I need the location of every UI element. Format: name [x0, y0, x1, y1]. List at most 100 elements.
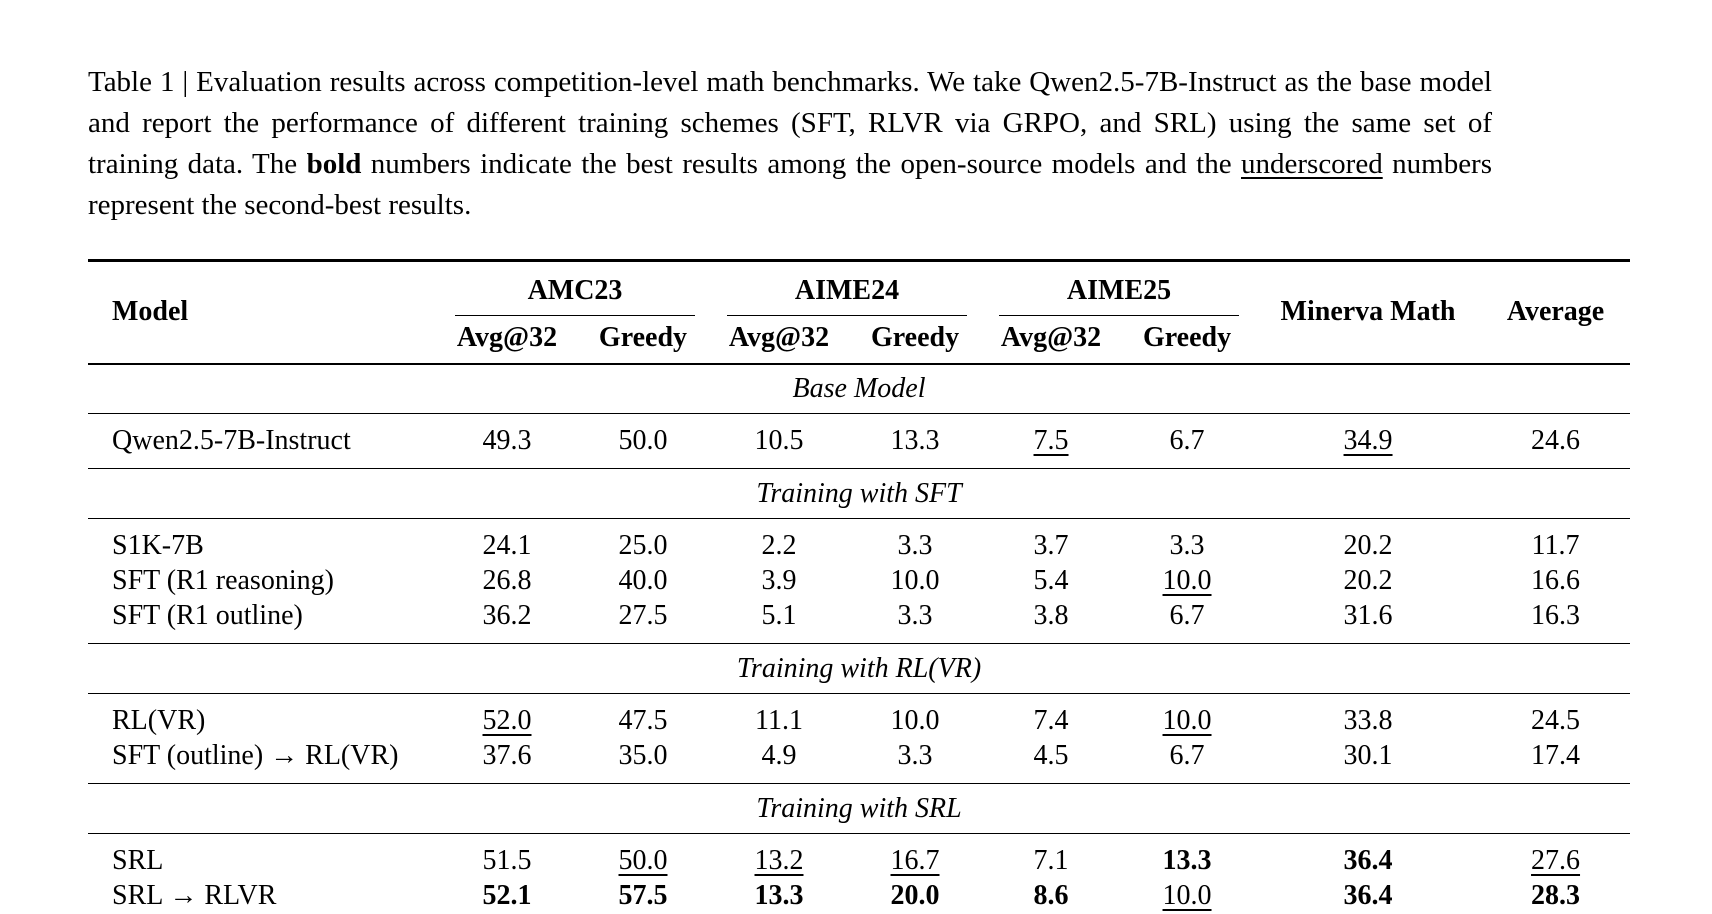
- metric-cell: 57.5: [618, 880, 668, 911]
- metric-cell: 51.5: [482, 845, 532, 876]
- metric-cell: 31.6: [1343, 600, 1393, 631]
- group-label-aime25: AIME25: [1066, 274, 1172, 306]
- metric-cell: 6.7: [1169, 425, 1205, 456]
- metric-cell: 25.0: [618, 530, 668, 561]
- metric-cell: 3.3: [897, 600, 933, 631]
- metric-cell: 6.7: [1169, 600, 1205, 631]
- metric-cell: 35.0: [618, 740, 668, 771]
- metric-cell: 2.2: [761, 530, 797, 561]
- metric-cell: 16.6: [1531, 565, 1581, 596]
- caption-text-2: numbers indicate the best results among …: [361, 148, 1241, 180]
- metric-cell: 20.2: [1343, 530, 1393, 561]
- metric-cell: 36.2: [482, 600, 532, 631]
- metric-cell: 5.4: [1033, 565, 1069, 596]
- cmidrule-aime24: [727, 314, 968, 316]
- metric-cell: 40.0: [618, 565, 668, 596]
- metric-cell: 10.0: [890, 705, 940, 736]
- metric-cell: 10.5: [754, 425, 804, 456]
- metric-cell: 10.0: [890, 565, 940, 596]
- metric-cell: 50.0: [618, 845, 668, 876]
- section-title-training-with-sft: Training with SFT: [88, 468, 1631, 519]
- col-header-aime25-greedy: Greedy: [1119, 315, 1256, 365]
- metric-cell: 37.6: [482, 740, 532, 771]
- section-title: Training with SRL: [88, 783, 1631, 834]
- row-rlvr: RL(VR) 52.0 47.5 11.1 10.0 7.4 10.0 33.8…: [88, 694, 1630, 739]
- metric-cell: 3.3: [1169, 530, 1205, 561]
- model-name-cell: SFT (outline) → RL(VR): [112, 740, 399, 771]
- metric-cell: 16.3: [1531, 600, 1581, 631]
- metric-cell: 6.7: [1169, 740, 1205, 771]
- metric-cell: 16.7: [890, 845, 940, 876]
- col-group-aime24: AIME24: [711, 261, 983, 316]
- metric-cell: 52.1: [482, 880, 532, 911]
- metric-cell: 7.5: [1033, 425, 1069, 456]
- caption-bold-word: bold: [306, 148, 362, 180]
- row-s1k-7b: S1K-7B 24.1 25.0 2.2 3.3 3.7 3.3 20.2 11…: [88, 519, 1630, 564]
- metric-cell: 50.0: [618, 425, 668, 456]
- metric-cell: 30.1: [1343, 740, 1393, 771]
- section-title: Training with RL(VR): [88, 643, 1631, 694]
- metric-cell: 4.9: [761, 740, 797, 771]
- metric-cell: 27.6: [1531, 845, 1581, 876]
- metric-cell: 3.3: [897, 530, 933, 561]
- section-title: Training with SFT: [88, 468, 1631, 519]
- metric-cell: 10.0: [1162, 705, 1212, 736]
- row-sft-outline-to-rlvr: SFT (outline) → RL(VR) 37.6 35.0 4.9 3.3…: [88, 738, 1630, 784]
- group-label-aime24: AIME24: [794, 274, 900, 306]
- metric-cell: 36.4: [1343, 845, 1393, 876]
- metric-cell: 8.6: [1033, 880, 1069, 911]
- metric-cell: 10.0: [1162, 880, 1212, 911]
- metric-cell: 13.3: [890, 425, 940, 456]
- col-header-amc23-greedy: Greedy: [575, 315, 711, 365]
- metric-cell: 36.4: [1343, 880, 1393, 911]
- col-header-average: Average: [1481, 260, 1631, 365]
- metric-cell: 52.0: [482, 705, 532, 736]
- metric-cell: 11.7: [1531, 530, 1580, 561]
- metric-cell: 24.1: [482, 530, 532, 561]
- results-table: Model AMC23 AIME24 AIME25 Minerva Math A…: [88, 259, 1631, 914]
- metric-cell: 33.8: [1343, 705, 1393, 736]
- row-sft-r1-reasoning: SFT (R1 reasoning) 26.8 40.0 3.9 10.0 5.…: [88, 563, 1630, 598]
- table-caption: Table 1 | Evaluation results across comp…: [88, 62, 1492, 226]
- caption-text-1: Table 1 | Evaluation results across comp…: [88, 66, 1492, 180]
- cmidrule-amc23: [455, 314, 695, 316]
- model-name-cell: SFT (R1 outline): [112, 600, 303, 631]
- metric-cell: 3.7: [1033, 530, 1069, 561]
- caption-underlined-word: underscored: [1241, 148, 1383, 180]
- metric-cell: 24.5: [1531, 705, 1581, 736]
- section-title-training-with-srl: Training with SRL: [88, 783, 1631, 834]
- section-title: Base Model: [88, 363, 1631, 414]
- row-srl: SRL 51.5 50.0 13.2 16.7 7.1 13.3 36.4 27…: [88, 834, 1630, 879]
- metric-cell: 11.1: [755, 705, 803, 736]
- metric-cell: 17.4: [1531, 740, 1581, 771]
- model-name-cell: SRL: [112, 845, 164, 876]
- metric-cell: 28.3: [1531, 880, 1581, 911]
- metric-cell: 4.5: [1033, 740, 1069, 771]
- metric-cell: 26.8: [482, 565, 532, 596]
- metric-cell: 3.8: [1033, 600, 1069, 631]
- metric-cell: 13.3: [1162, 845, 1212, 876]
- cmidrule-aime25: [999, 314, 1240, 316]
- metric-cell: 5.1: [761, 600, 797, 631]
- header-sub-row: Avg@32 Greedy Avg@32 Greedy Avg@32 Greed…: [88, 315, 1630, 365]
- metric-cell: 3.3: [897, 740, 933, 771]
- metric-cell: 34.9: [1343, 425, 1393, 456]
- caption-text-3: numbers represent the second-best result…: [88, 148, 1493, 221]
- col-header-aime24-greedy: Greedy: [847, 315, 984, 365]
- metric-cell: 47.5: [618, 705, 668, 736]
- col-header-minerva-math: Minerva Math: [1255, 260, 1482, 365]
- col-header-amc23-avg32: Avg@32: [439, 315, 575, 365]
- group-label-amc23: AMC23: [527, 274, 623, 306]
- col-header-aime25-avg32: Avg@32: [983, 315, 1120, 365]
- section-title-training-with-rlvr: Training with RL(VR): [88, 643, 1631, 694]
- model-name-cell: Qwen2.5-7B-Instruct: [112, 425, 351, 456]
- col-header-model: Model: [88, 260, 439, 365]
- model-name-cell: SFT (R1 reasoning): [112, 565, 334, 596]
- metric-cell: 20.2: [1343, 565, 1393, 596]
- section-title-base-model: Base Model: [88, 363, 1631, 414]
- col-group-amc23: AMC23: [439, 261, 711, 316]
- metric-cell: 7.1: [1033, 845, 1069, 876]
- row-qwen25-7b-instruct: Qwen2.5-7B-Instruct 49.3 50.0 10.5 13.3 …: [88, 414, 1630, 469]
- model-name-cell: S1K-7B: [112, 530, 204, 561]
